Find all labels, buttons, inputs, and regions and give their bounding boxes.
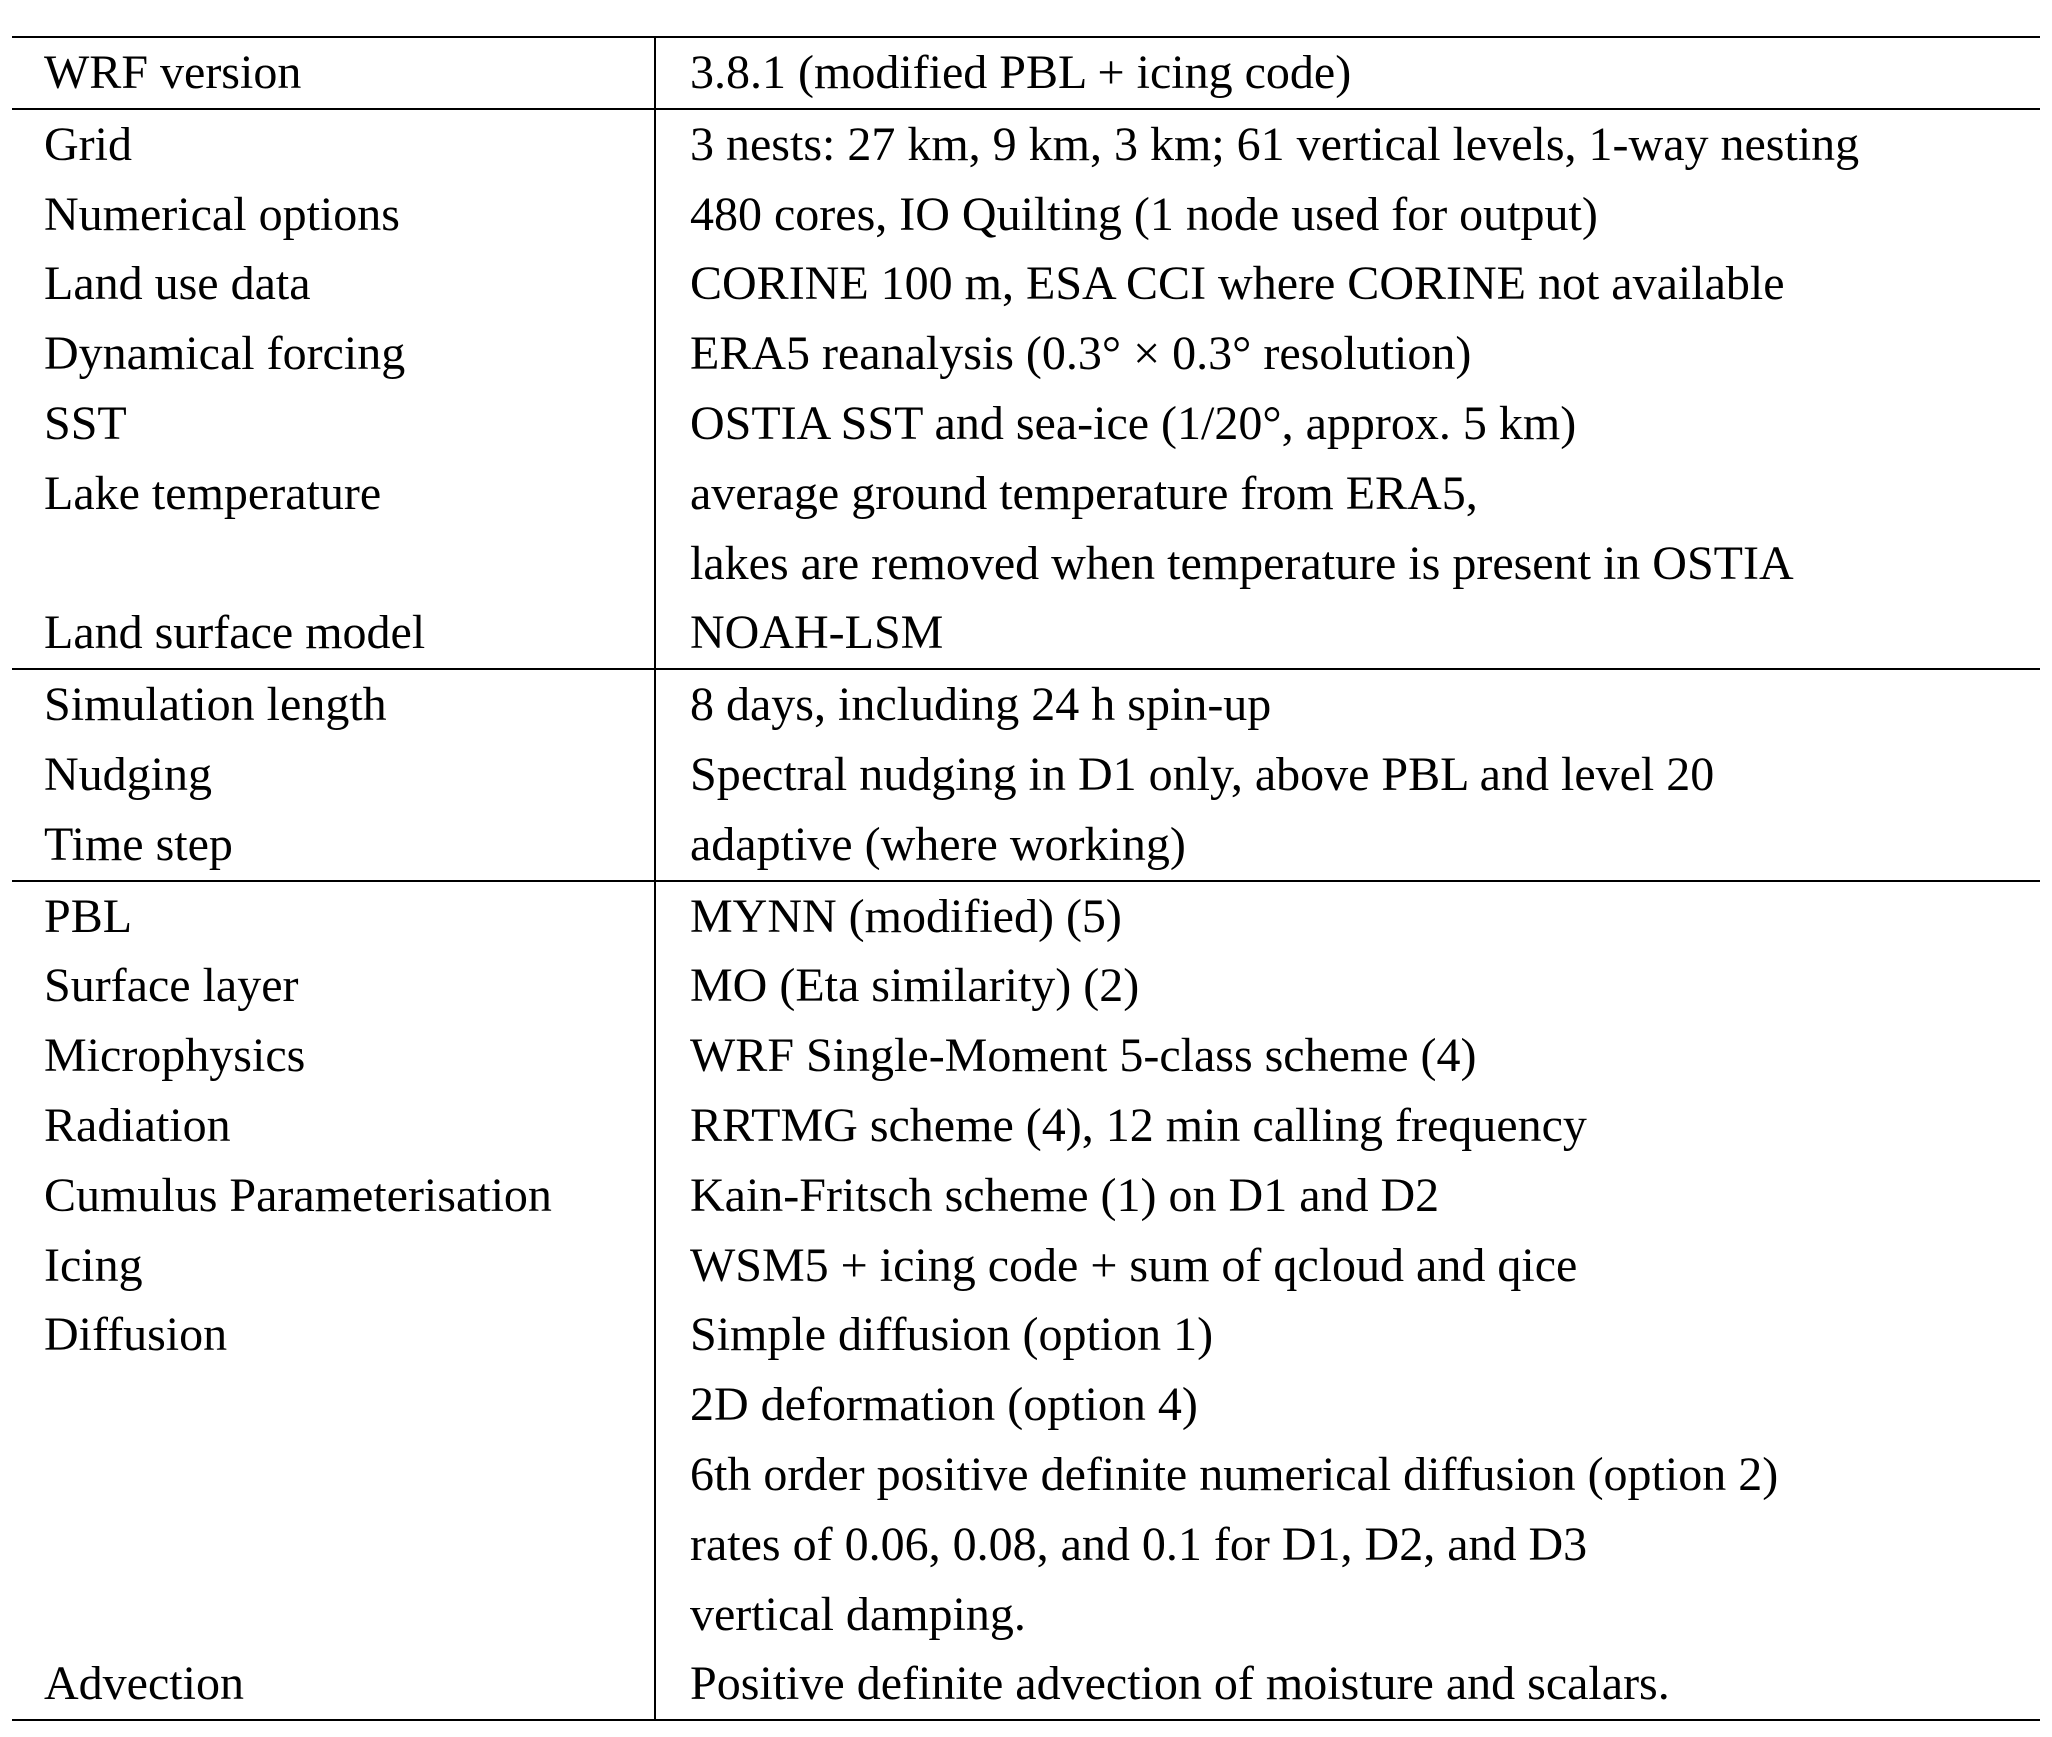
parameter-value: 480 cores, IO Quilting (1 node used for …	[690, 187, 1598, 241]
parameter-label: Simulation length	[12, 668, 656, 740]
table-row: Surface layer MO (Eta similarity) (2)	[12, 951, 2040, 1022]
wrf-configuration-table: WRF version 3.8.1 (modified PBL + icing c…	[12, 36, 2040, 1722]
parameter-value: rates of 0.06, 0.08, and 0.1 for D1, D2,…	[690, 1517, 1588, 1571]
parameter-value: Kain-Fritsch scheme (1) on D1 and D2	[690, 1168, 1440, 1222]
parameter-value: Spectral nudging in D1 only, above PBL a…	[690, 747, 1715, 801]
parameter-value: Positive definite advection of moisture …	[655, 1649, 2040, 1722]
parameter-value: Simple diffusion (option 1)	[690, 1308, 1214, 1362]
parameter-value: NOAH-LSM	[690, 606, 944, 660]
parameter-value: adaptive (where working)	[690, 817, 1186, 871]
table-row: Land surface model NOAH-LSM	[12, 598, 2040, 670]
parameter-label: Time step	[12, 809, 656, 881]
parameter-label: Land surface model	[12, 598, 656, 670]
parameter-label: Lake temperature	[12, 458, 656, 529]
table-row: PBL MYNN (modified) (5)	[12, 879, 2040, 952]
table-row: Simulation length 8 days, including 24 h …	[12, 668, 2040, 740]
table-row: Icing WSM5 + icing code + sum of qcloud a…	[12, 1230, 2040, 1301]
parameter-value: WRF Single-Moment 5-class scheme (4)	[690, 1029, 1477, 1083]
table-row: Diffusion Simple diffusion (option 1)	[12, 1300, 2040, 1371]
parameter-label: SST	[12, 388, 656, 459]
configuration-table-container: WRF version 3.8.1 (modified PBL + icing c…	[12, 36, 2040, 1722]
parameter-label: Surface layer	[12, 951, 656, 1022]
parameter-label: Numerical options	[12, 179, 656, 250]
table-row: Time step adaptive (where working)	[12, 809, 2040, 881]
table-row: Grid 3 nests: 27 km, 9 km, 3 km; 61 verti…	[12, 107, 2040, 180]
parameter-value: 3 nests: 27 km, 9 km, 3 km; 61 vertical …	[655, 107, 2040, 180]
parameter-label	[12, 1509, 656, 1580]
table-row: Microphysics WRF Single-Moment 5-class sc…	[12, 1021, 2040, 1091]
parameter-label: PBL	[12, 879, 656, 952]
parameter-value: RRTMG scheme (4), 12 min calling frequen…	[690, 1098, 1587, 1152]
table-row: Nudging Spectral nudging in D1 only, abov…	[12, 739, 2040, 810]
parameter-value: 2D deformation (option 4)	[690, 1378, 1198, 1432]
parameter-label: Microphysics	[12, 1021, 656, 1091]
parameter-value: vertical damping.	[690, 1587, 1026, 1641]
parameter-label: Advection	[12, 1649, 656, 1722]
parameter-value: 8 days, including 24 h spin-up	[655, 668, 2040, 740]
parameter-label: Dynamical forcing	[12, 319, 656, 389]
parameter-value: 6th order positive definite numerical di…	[690, 1447, 1779, 1501]
parameter-label	[12, 528, 656, 599]
table-group: PBL MYNN (modified) (5) Surface layer MO (E…	[12, 879, 2040, 1722]
parameter-label: Diffusion	[12, 1300, 656, 1371]
table-row: Lake temperature average ground temperatu…	[12, 458, 2040, 529]
table-group: WRF version 3.8.1 (modified PBL + icing c…	[12, 36, 2040, 109]
parameter-value: average ground temperature from ERA5,	[690, 466, 1478, 520]
parameter-label: Cumulus Parameterisation	[12, 1160, 656, 1231]
table-row: WRF version 3.8.1 (modified PBL + icing c…	[12, 36, 2040, 109]
parameter-value: WSM5 + icing code + sum of qcloud and qi…	[690, 1238, 1578, 1292]
table-row: SST OSTIA SST and sea-ice (1/20°, approx.…	[12, 388, 2040, 459]
parameter-label: Nudging	[12, 739, 656, 810]
parameter-value: 3.8.1 (modified PBL + icing code)	[655, 36, 2040, 109]
parameter-label: Icing	[12, 1230, 656, 1301]
parameter-label: WRF version	[12, 36, 656, 109]
table-row: Radiation RRTMG scheme (4), 12 min callin…	[12, 1090, 2040, 1161]
table-row-continuation: 2D deformation (option 4)	[12, 1370, 2040, 1440]
table-row: Numerical options 480 cores, IO Quilting …	[12, 179, 2040, 250]
table-row-continuation: lakes are removed when temperature is pr…	[12, 528, 2040, 599]
parameter-value: MYNN (modified) (5)	[655, 879, 2040, 952]
table-row-continuation: vertical damping.	[12, 1579, 2040, 1650]
parameter-value: CORINE 100 m, ESA CCI where CORINE not a…	[690, 257, 1785, 311]
table-row: Advection Positive definite advection of …	[12, 1649, 2040, 1722]
parameter-label: Land use data	[12, 249, 656, 320]
parameter-value: MO (Eta similarity) (2)	[690, 959, 1140, 1013]
parameter-label	[12, 1370, 656, 1440]
parameter-label	[12, 1439, 656, 1510]
table-row: Land use data CORINE 100 m, ESA CCI where…	[12, 249, 2040, 320]
parameter-label: Radiation	[12, 1090, 656, 1161]
parameter-label: Grid	[12, 107, 656, 180]
parameter-value: lakes are removed when temperature is pr…	[690, 536, 1794, 590]
table-row-continuation: rates of 0.06, 0.08, and 0.1 for D1, D2,…	[12, 1509, 2040, 1580]
table-row: Dynamical forcing ERA5 reanalysis (0.3° ×…	[12, 319, 2040, 389]
parameter-value: OSTIA SST and sea-ice (1/20°, approx. 5 …	[690, 396, 1577, 450]
table-row: Cumulus Parameterisation Kain-Fritsch sch…	[12, 1160, 2040, 1231]
parameter-value: ERA5 reanalysis (0.3° × 0.3° resolution)	[690, 327, 1472, 381]
table-group: Simulation length 8 days, including 24 h …	[12, 668, 2040, 881]
parameter-label	[12, 1579, 656, 1650]
table-row-continuation: 6th order positive definite numerical di…	[12, 1439, 2040, 1510]
table-group: Grid 3 nests: 27 km, 9 km, 3 km; 61 verti…	[12, 107, 2040, 670]
